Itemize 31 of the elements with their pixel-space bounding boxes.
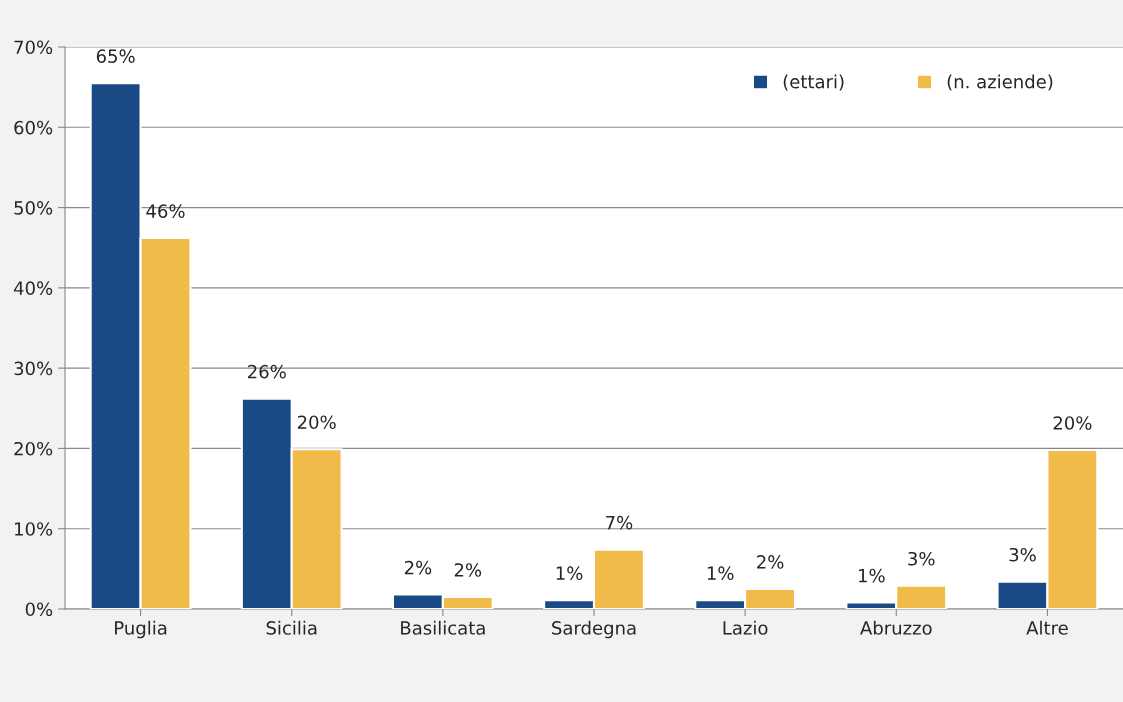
y-tick-label: 0% <box>25 602 53 617</box>
data-label: 3% <box>908 551 935 566</box>
data-label: 2% <box>757 555 784 569</box>
data-label: 1% <box>859 568 885 583</box>
x-tick-label: Lazio <box>723 620 768 635</box>
data-label: 20% <box>1053 416 1092 430</box>
legend-label: (ettari) <box>783 74 844 91</box>
y-tick-label: 70% <box>14 40 53 55</box>
y-tick-label: 30% <box>14 361 53 376</box>
data-label: 26% <box>248 364 286 379</box>
y-tick-label: 60% <box>14 120 53 135</box>
data-label: 20% <box>297 415 336 430</box>
x-tick-label: Basilicata <box>401 620 485 635</box>
x-tick-label: Sicilia <box>266 620 317 635</box>
x-tick-label: Sardegna <box>552 620 636 639</box>
y-tick-label: 40% <box>13 281 53 295</box>
y-tick-label: 10% <box>15 522 53 536</box>
data-label: 7% <box>606 515 633 530</box>
data-label: 2% <box>404 560 432 575</box>
data-label: 1% <box>707 566 734 580</box>
x-tick-label: Abruzzo <box>860 620 932 635</box>
data-label: 3% <box>1009 547 1036 562</box>
y-tick-label: 20% <box>14 441 53 456</box>
data-label: 1% <box>556 566 583 580</box>
data-label: 65% <box>96 49 135 63</box>
data-label: 2% <box>454 563 482 577</box>
x-tick-label: Altre <box>1026 620 1068 635</box>
data-label: 46% <box>146 204 185 218</box>
x-tick-label: Puglia <box>115 620 167 639</box>
legend-label: (n. aziende) <box>947 74 1053 91</box>
y-tick-label: 50% <box>14 201 53 215</box>
